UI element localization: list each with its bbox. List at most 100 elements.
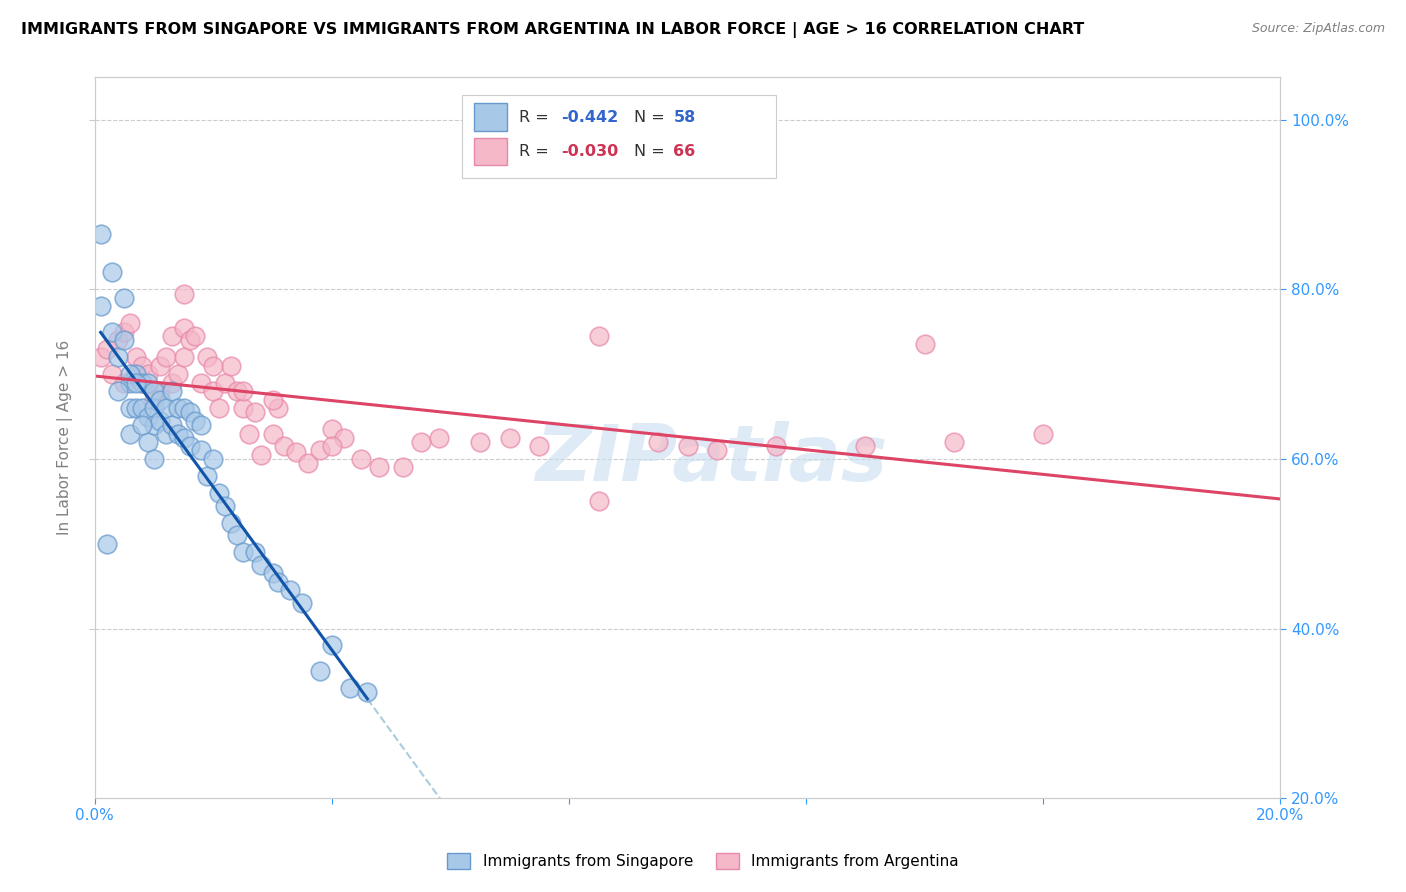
Point xyxy=(427,431,450,445)
Point xyxy=(409,435,432,450)
Point xyxy=(285,445,308,459)
Point xyxy=(280,583,302,598)
Point xyxy=(356,685,378,699)
Point xyxy=(232,401,254,415)
Point xyxy=(107,350,129,364)
Point xyxy=(190,376,212,390)
Point xyxy=(143,452,166,467)
Point xyxy=(120,367,142,381)
Point xyxy=(173,350,195,364)
Point xyxy=(96,342,118,356)
Point xyxy=(297,456,319,470)
Point xyxy=(107,333,129,347)
Point xyxy=(219,359,242,373)
Point xyxy=(392,460,415,475)
Text: 66: 66 xyxy=(673,145,696,159)
Point xyxy=(321,422,343,436)
Y-axis label: In Labor Force | Age > 16: In Labor Force | Age > 16 xyxy=(58,340,73,535)
Point xyxy=(226,384,249,398)
Point xyxy=(195,469,218,483)
FancyBboxPatch shape xyxy=(463,95,776,178)
Point xyxy=(143,392,166,407)
Point xyxy=(208,486,231,500)
FancyBboxPatch shape xyxy=(474,138,508,165)
Point xyxy=(914,337,936,351)
Point xyxy=(112,333,135,347)
Point xyxy=(195,350,218,364)
Point xyxy=(136,409,159,424)
Point xyxy=(136,376,159,390)
Point xyxy=(202,384,225,398)
Point xyxy=(101,265,124,279)
Point xyxy=(112,291,135,305)
Point xyxy=(149,384,172,398)
Point xyxy=(647,435,669,450)
Point xyxy=(112,376,135,390)
Point xyxy=(136,367,159,381)
Point xyxy=(149,392,172,407)
Point xyxy=(131,376,153,390)
Text: R =: R = xyxy=(519,110,554,125)
Point xyxy=(160,376,183,390)
Point xyxy=(291,596,314,610)
Text: IMMIGRANTS FROM SINGAPORE VS IMMIGRANTS FROM ARGENTINA IN LABOR FORCE | AGE > 16: IMMIGRANTS FROM SINGAPORE VS IMMIGRANTS … xyxy=(21,22,1084,38)
Point xyxy=(529,439,551,453)
Text: 58: 58 xyxy=(673,110,696,125)
Point xyxy=(125,350,148,364)
Point xyxy=(190,417,212,432)
Text: N =: N = xyxy=(634,110,671,125)
Text: ZIPatlas: ZIPatlas xyxy=(536,421,887,498)
Text: N =: N = xyxy=(634,145,671,159)
Point xyxy=(125,376,148,390)
Text: R =: R = xyxy=(519,145,554,159)
Point xyxy=(855,439,877,453)
Point xyxy=(173,320,195,334)
FancyBboxPatch shape xyxy=(474,103,508,131)
Point xyxy=(143,384,166,398)
Point xyxy=(166,426,188,441)
Point xyxy=(131,359,153,373)
Point xyxy=(232,545,254,559)
Point xyxy=(125,367,148,381)
Text: -0.442: -0.442 xyxy=(561,110,617,125)
Point xyxy=(166,401,188,415)
Point xyxy=(179,439,201,453)
Point xyxy=(184,329,207,343)
Text: -0.030: -0.030 xyxy=(561,145,617,159)
Point xyxy=(309,443,332,458)
Point xyxy=(173,431,195,445)
Point xyxy=(368,460,391,475)
Point xyxy=(202,452,225,467)
Point xyxy=(309,664,332,678)
Point xyxy=(90,227,112,242)
Point xyxy=(160,329,183,343)
Point xyxy=(107,384,129,398)
Point xyxy=(267,574,290,589)
Point xyxy=(232,384,254,398)
Point xyxy=(143,417,166,432)
Point xyxy=(262,426,284,441)
Point xyxy=(588,494,610,508)
Point xyxy=(120,401,142,415)
Point xyxy=(226,528,249,542)
Point xyxy=(120,376,142,390)
Point xyxy=(190,443,212,458)
Point xyxy=(160,417,183,432)
Point xyxy=(332,431,354,445)
Point xyxy=(262,392,284,407)
Point xyxy=(588,329,610,343)
Point xyxy=(101,367,124,381)
Point xyxy=(90,299,112,313)
Point xyxy=(468,435,491,450)
Point xyxy=(267,401,290,415)
Point xyxy=(243,405,266,419)
Point xyxy=(143,401,166,415)
Point xyxy=(321,639,343,653)
Point xyxy=(676,439,699,453)
Point xyxy=(131,401,153,415)
Point xyxy=(262,566,284,581)
Point xyxy=(155,350,177,364)
Point xyxy=(155,426,177,441)
Point xyxy=(243,545,266,559)
Point xyxy=(120,426,142,441)
